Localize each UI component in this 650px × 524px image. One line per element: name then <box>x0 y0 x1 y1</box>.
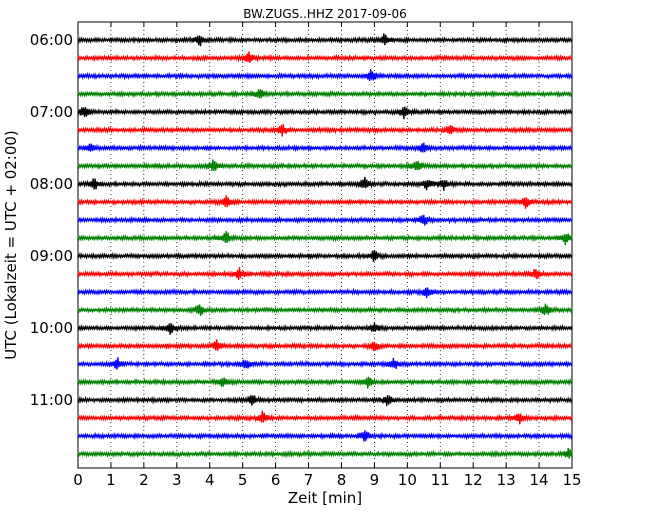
x-tick-label: 12 <box>464 471 483 489</box>
plot-frame <box>77 21 573 469</box>
chart-title: BW.ZUGS..HHZ 2017-09-06 <box>243 7 406 21</box>
trace-group <box>77 33 573 459</box>
trace-1045 <box>77 376 573 389</box>
x-tick-label: 3 <box>172 471 182 489</box>
x-tick-label: 4 <box>205 471 215 489</box>
trace-1030 <box>77 357 573 370</box>
x-tick-label: 8 <box>337 471 347 489</box>
x-tick-label: 14 <box>530 471 549 489</box>
trace-0900 <box>77 249 573 263</box>
trace-0600 <box>77 33 573 47</box>
trace-0700 <box>77 106 573 120</box>
trace-1100 <box>77 395 573 407</box>
y-tick-label: 10:00 <box>30 319 73 337</box>
trace-0945 <box>77 303 573 316</box>
trace-0745 <box>77 159 573 171</box>
trace-1145 <box>77 448 573 459</box>
x-tick-label: 13 <box>497 471 516 489</box>
x-tick-label: 9 <box>370 471 380 489</box>
y-tick-label: 06:00 <box>30 31 73 49</box>
trace-0915 <box>77 267 573 280</box>
trace-0830 <box>77 214 573 226</box>
trace-0730 <box>77 142 573 153</box>
x-tick-label: 0 <box>73 471 83 489</box>
y-tick-label: 08:00 <box>30 175 73 193</box>
y-tick-label: 07:00 <box>30 103 73 121</box>
trace-0800 <box>77 176 573 191</box>
x-tick-label: 11 <box>431 471 450 489</box>
y-axis-ticks: 06:00 07:00 08:00 09:00 10:00 11:00 <box>30 31 83 409</box>
trace-1000 <box>77 322 573 335</box>
trace-0715 <box>77 123 573 137</box>
trace-0845 <box>77 230 573 246</box>
trace-0645 <box>77 89 573 99</box>
x-tick-label: 5 <box>238 471 248 489</box>
y-axis-label: UTC (Lokalzeit = UTC + 02:00) <box>2 130 20 360</box>
trace-0630 <box>77 69 573 82</box>
trace-1015 <box>77 339 573 351</box>
x-tick-label: 7 <box>304 471 314 489</box>
x-axis-label: Zeit [min] <box>288 489 362 507</box>
trace-0815 <box>77 195 573 209</box>
x-tick-label: 2 <box>139 471 149 489</box>
y-tick-label: 09:00 <box>30 247 73 265</box>
x-tick-label: 6 <box>271 471 281 489</box>
x-axis-ticks: 0 1 2 3 4 5 6 7 8 9 10 11 12 13 14 15 <box>73 22 582 489</box>
y-tick-label: 11:00 <box>30 391 73 409</box>
x-tick-label: 15 <box>562 471 581 489</box>
trace-0930 <box>77 287 573 299</box>
x-tick-label: 10 <box>398 471 417 489</box>
x-tick-label: 1 <box>106 471 116 489</box>
trace-0615 <box>77 51 573 63</box>
trace-1115 <box>77 410 573 425</box>
trace-1130 <box>77 430 573 442</box>
